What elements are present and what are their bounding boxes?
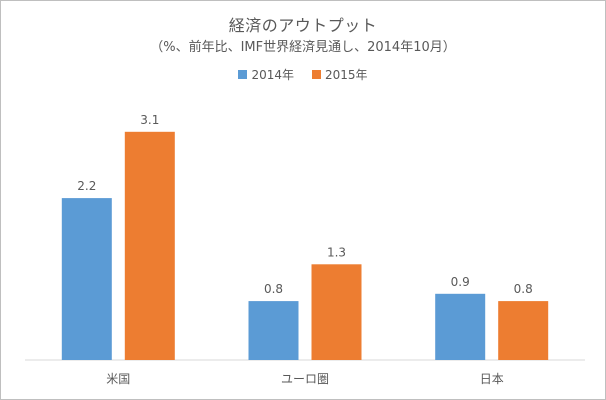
data-label-2014-category-1: 0.8 — [264, 282, 283, 296]
chart-subtitle: （%、前年比、IMF世界経済見通し、2014年10月） — [150, 40, 456, 55]
bar-2014-category-0 — [61, 198, 112, 360]
legend-item-2015: 2015年 — [312, 66, 368, 83]
data-label-2014-category-0: 2.2 — [77, 179, 96, 193]
data-label-2015-category-1: 1.3 — [327, 245, 346, 259]
legend-label-2015: 2015年 — [325, 68, 368, 82]
legend-swatch-2014 — [238, 70, 248, 79]
data-label-2015-category-2: 0.8 — [514, 282, 533, 296]
bar-2015-category-0 — [124, 131, 175, 360]
chart-title: 経済のアウトプット — [228, 16, 378, 35]
chart-legend: 2014年 2015年 — [0, 66, 606, 83]
bar-2015-category-2 — [498, 301, 549, 360]
data-label-2014-category-2: 0.9 — [451, 275, 470, 289]
legend-swatch-2015 — [312, 70, 321, 79]
legend-label-2014: 2014年 — [251, 68, 294, 82]
x-tick-label-1: ユーロ圏 — [281, 372, 329, 386]
legend-item-2014: 2014年 — [238, 66, 294, 83]
bar-2014-category-1 — [248, 301, 299, 360]
bar-2015-category-1 — [311, 264, 362, 360]
bar-2014-category-2 — [435, 293, 486, 360]
data-label-2015-category-0: 3.1 — [140, 113, 159, 127]
x-tick-label-0: 米国 — [106, 372, 130, 386]
x-tick-label-2: 日本 — [480, 372, 504, 386]
